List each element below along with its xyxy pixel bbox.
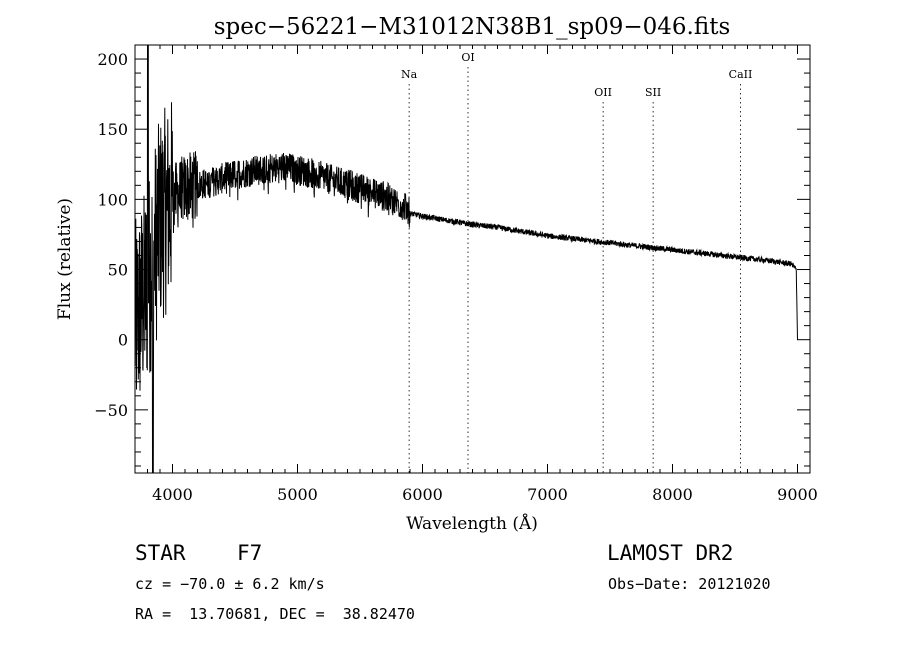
survey-name: LAMOST DR2: [607, 541, 734, 565]
y-tick-label: 100: [97, 190, 128, 209]
redshift-velocity: cz = −70.0 ± 6.2 km/s: [135, 575, 325, 593]
chart-title: spec−56221−M31012N38B1_sp09−046.fits: [214, 14, 731, 40]
y-tick-label: 50: [108, 261, 128, 280]
x-tick-label: 7000: [527, 485, 568, 504]
plot-frame: [134, 44, 811, 474]
x-tick-label: 9000: [777, 485, 818, 504]
y-tick-label: 150: [97, 120, 128, 139]
coordinates: RA = 13.70681, DEC = 38.82470: [135, 605, 415, 623]
x-tick-label: 8000: [652, 485, 693, 504]
emission-line-markers: Na OI OII SII CaII: [401, 51, 752, 473]
y-tick-label: 200: [97, 50, 128, 69]
emission-line-label: OII: [594, 86, 612, 99]
x-axis-label: Wavelength (Å): [406, 513, 538, 534]
x-tick-label: 4000: [152, 485, 193, 504]
x-axis-ticks: 4000 5000 6000 7000 8000 9000: [134, 45, 818, 504]
y-tick-label: 0: [118, 331, 128, 350]
emission-line-label: CaII: [729, 68, 753, 81]
observation-date: Obs−Date: 20121020: [608, 575, 771, 593]
y-axis-label: Flux (relative): [55, 198, 75, 320]
y-axis-ticks: −50 0 50 100 150 200: [94, 44, 810, 467]
object-type: STAR: [135, 541, 186, 565]
x-tick-label: 5000: [277, 485, 318, 504]
x-tick-label: 6000: [402, 485, 443, 504]
emission-line-label: Na: [401, 68, 418, 81]
emission-line-label: OI: [461, 51, 474, 64]
emission-line-label: SII: [645, 86, 661, 99]
y-tick-label: −50: [94, 401, 128, 420]
spectrum-line: [134, 44, 798, 474]
spectral-class: F7: [237, 541, 263, 565]
